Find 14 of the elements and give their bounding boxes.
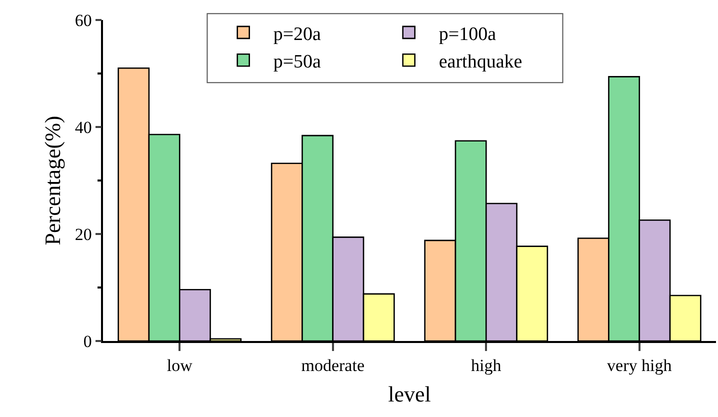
y-tick-label: 60 bbox=[74, 10, 92, 30]
y-tick-label: 0 bbox=[83, 332, 92, 351]
x-tick-label: low bbox=[166, 356, 194, 376]
y-axis-title: Percentage(%) bbox=[40, 116, 66, 246]
legend-label: p=20a bbox=[273, 24, 322, 45]
y-tick-label: 20 bbox=[74, 224, 92, 244]
legend-label: p=100a bbox=[438, 24, 497, 45]
legend-label: earthquake bbox=[438, 52, 522, 73]
y-tick-label: 40 bbox=[74, 118, 92, 137]
x-axis-title: level bbox=[388, 382, 431, 407]
x-tick-label: moderate bbox=[301, 356, 365, 376]
x-tick-label: high bbox=[471, 356, 502, 376]
legend-label: p=50a bbox=[273, 52, 322, 73]
x-tick-label: very high bbox=[607, 356, 672, 376]
